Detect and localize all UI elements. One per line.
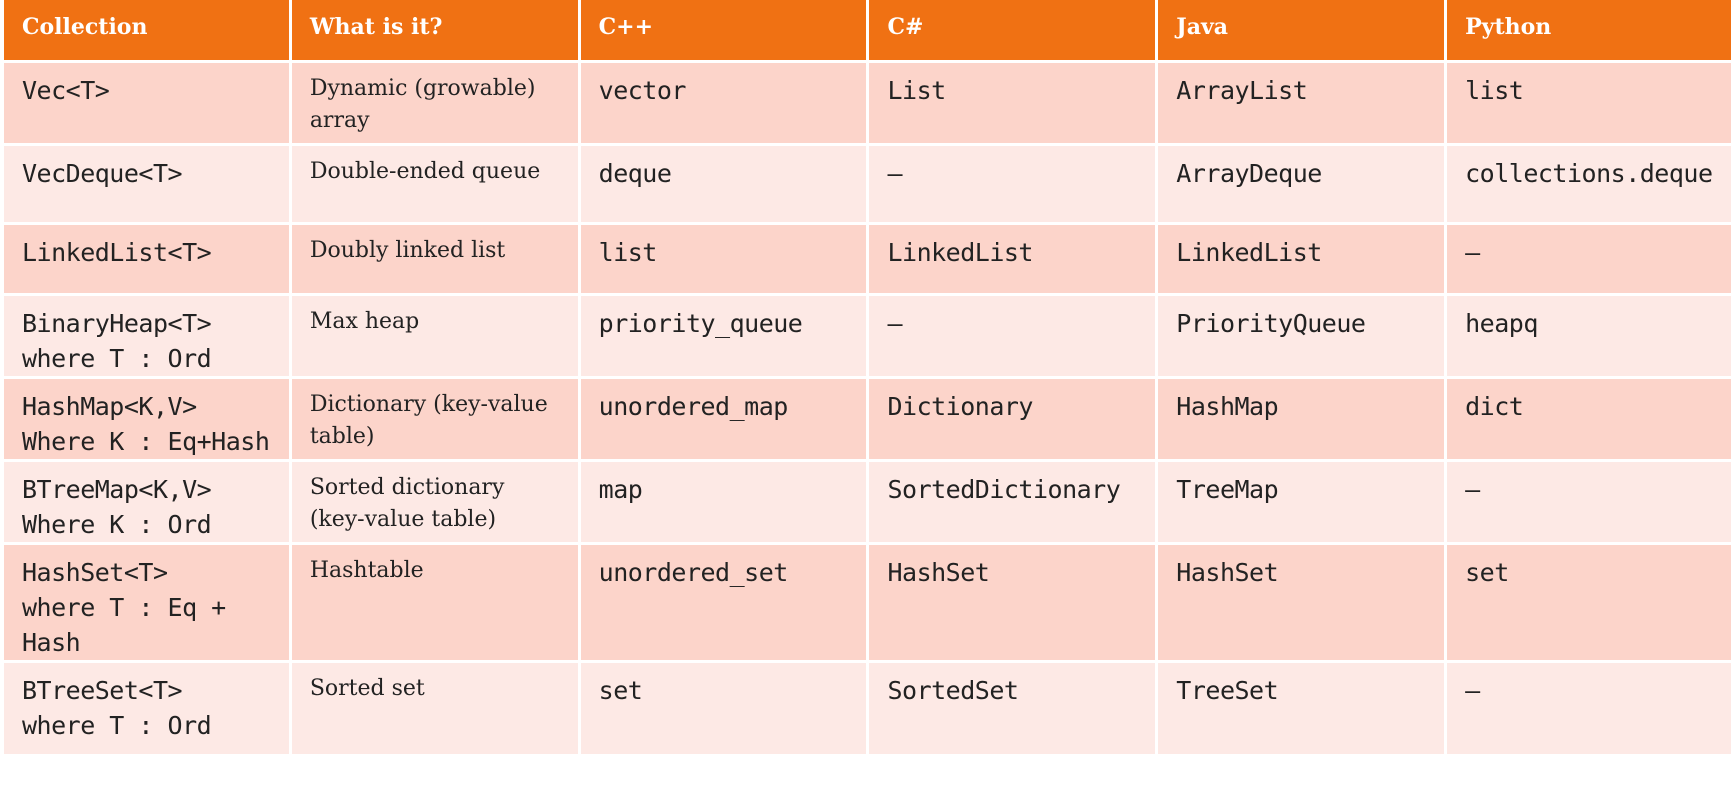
table-row: HashMap<K,V> Where K : Eq+Hash Dictionar… [4, 379, 1731, 459]
cell-description: Sorted set [291, 663, 578, 754]
table-row: Vec<T> Dynamic (growable) array vector L… [4, 63, 1731, 143]
cell-csharp: — [869, 146, 1156, 222]
collection-constraint-line: where T : Ord [22, 711, 212, 740]
cell-python: — [1447, 663, 1731, 754]
cell-description: Dynamic (growable) array [291, 63, 578, 143]
cell-java: HashSet [1158, 545, 1445, 660]
cell-java: TreeMap [1158, 462, 1445, 542]
collection-line: Vec<T> [22, 76, 110, 105]
cell-java: ArrayDeque [1158, 146, 1445, 222]
cell-java: HashMap [1158, 379, 1445, 459]
cell-description: Dictionary (key-value table) [291, 379, 578, 459]
cell-cpp: unordered_set [580, 545, 867, 660]
cell-python: dict [1447, 379, 1731, 459]
cell-collection: VecDeque<T> [4, 146, 289, 222]
table-row: VecDeque<T> Double-ended queue deque — A… [4, 146, 1731, 222]
collection-constraint-line: where T : Ord [22, 344, 212, 373]
header-what-is-it: What is it? [291, 0, 578, 60]
collection-line: BTreeSet<T> [22, 676, 183, 705]
table-row: BinaryHeap<T> where T : Ord Max heap pri… [4, 296, 1731, 376]
collection-constraint-line: Hash [22, 628, 81, 657]
cell-csharp: SortedSet [869, 663, 1156, 754]
collections-comparison-table: Collection What is it? C++ C# Java Pytho… [1, 0, 1731, 757]
cell-collection: Vec<T> [4, 63, 289, 143]
cell-collection: BinaryHeap<T> where T : Ord [4, 296, 289, 376]
collection-line: BinaryHeap<T> [22, 309, 212, 338]
collection-line: VecDeque<T> [22, 159, 183, 188]
cell-collection: HashSet<T> where T : Eq + Hash [4, 545, 289, 660]
collection-line: LinkedList<T> [22, 238, 212, 267]
cell-csharp: List [869, 63, 1156, 143]
cell-python: list [1447, 63, 1731, 143]
collection-line: BTreeMap<K,V> [22, 475, 212, 504]
header-collection: Collection [4, 0, 289, 60]
cell-cpp: vector [580, 63, 867, 143]
cell-python: — [1447, 225, 1731, 293]
cell-cpp: set [580, 663, 867, 754]
table-row: BTreeSet<T> where T : Ord Sorted set set… [4, 663, 1731, 754]
header-cpp: C++ [580, 0, 867, 60]
collection-constraint-line: Where K : Ord [22, 510, 212, 539]
cell-collection: BTreeMap<K,V> Where K : Ord [4, 462, 289, 542]
cell-collection: BTreeSet<T> where T : Ord [4, 663, 289, 754]
collection-line: HashMap<K,V> [22, 392, 197, 421]
cell-python: collections.deque [1447, 146, 1731, 222]
cell-csharp: — [869, 296, 1156, 376]
cell-csharp: HashSet [869, 545, 1156, 660]
cell-collection: LinkedList<T> [4, 225, 289, 293]
cell-java: ArrayList [1158, 63, 1445, 143]
cell-description: Doubly linked list [291, 225, 578, 293]
cell-collection: HashMap<K,V> Where K : Eq+Hash [4, 379, 289, 459]
cell-description: Hashtable [291, 545, 578, 660]
table-row: HashSet<T> where T : Eq + Hash Hashtable… [4, 545, 1731, 660]
cell-csharp: SortedDictionary [869, 462, 1156, 542]
cell-cpp: list [580, 225, 867, 293]
collection-constraint-line: where T : Eq + [22, 593, 226, 622]
table-header-row: Collection What is it? C++ C# Java Pytho… [4, 0, 1731, 60]
cell-description: Double-ended queue [291, 146, 578, 222]
cell-python: — [1447, 462, 1731, 542]
table-row: BTreeMap<K,V> Where K : Ord Sorted dicti… [4, 462, 1731, 542]
cell-java: LinkedList [1158, 225, 1445, 293]
cell-cpp: unordered_map [580, 379, 867, 459]
cell-csharp: Dictionary [869, 379, 1156, 459]
cell-csharp: LinkedList [869, 225, 1156, 293]
cell-description: Sorted dictionary (key-value table) [291, 462, 578, 542]
cell-cpp: priority_queue [580, 296, 867, 376]
cell-description: Max heap [291, 296, 578, 376]
collection-constraint-line: Where K : Eq+Hash [22, 427, 270, 456]
collection-line: HashSet<T> [22, 558, 168, 587]
cell-java: PriorityQueue [1158, 296, 1445, 376]
cell-cpp: map [580, 462, 867, 542]
table-row: LinkedList<T> Doubly linked list list Li… [4, 225, 1731, 293]
cell-java: TreeSet [1158, 663, 1445, 754]
header-java: Java [1158, 0, 1445, 60]
header-python: Python [1447, 0, 1731, 60]
cell-python: set [1447, 545, 1731, 660]
header-csharp: C# [869, 0, 1156, 60]
cell-cpp: deque [580, 146, 867, 222]
cell-python: heapq [1447, 296, 1731, 376]
